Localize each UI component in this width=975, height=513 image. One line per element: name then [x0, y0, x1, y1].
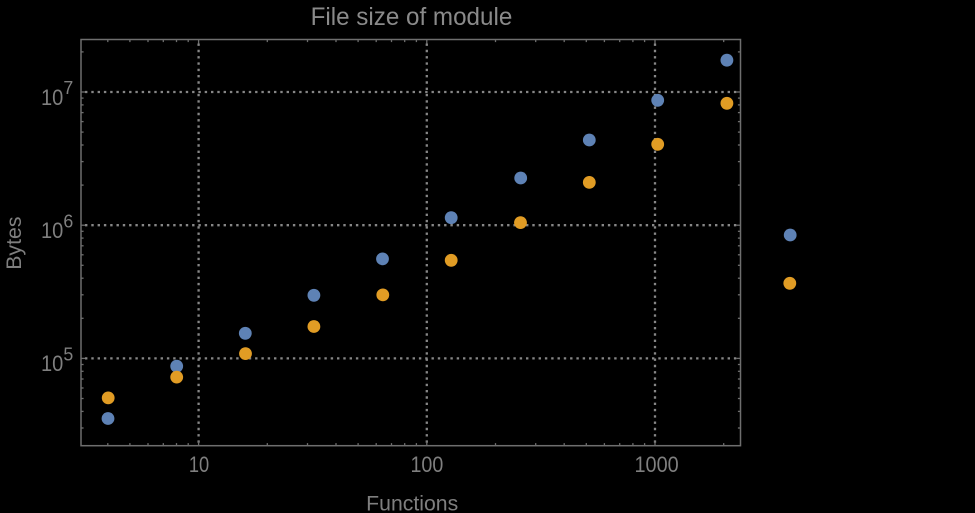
svg-text:Functions: Functions — [366, 493, 458, 513]
svg-text:10: 10 — [41, 351, 63, 376]
svg-text:7: 7 — [63, 77, 73, 98]
svg-text:File size of module: File size of module — [311, 3, 513, 31]
svg-text:5: 5 — [63, 344, 73, 365]
svg-text:10: 10 — [189, 452, 209, 477]
svg-text:1000: 1000 — [635, 452, 679, 477]
svg-text:Bytes: Bytes — [3, 216, 26, 269]
svg-text:10: 10 — [41, 85, 63, 110]
svg-text:6: 6 — [63, 210, 73, 231]
svg-text:100: 100 — [411, 452, 444, 477]
svg-text:10: 10 — [41, 218, 63, 243]
